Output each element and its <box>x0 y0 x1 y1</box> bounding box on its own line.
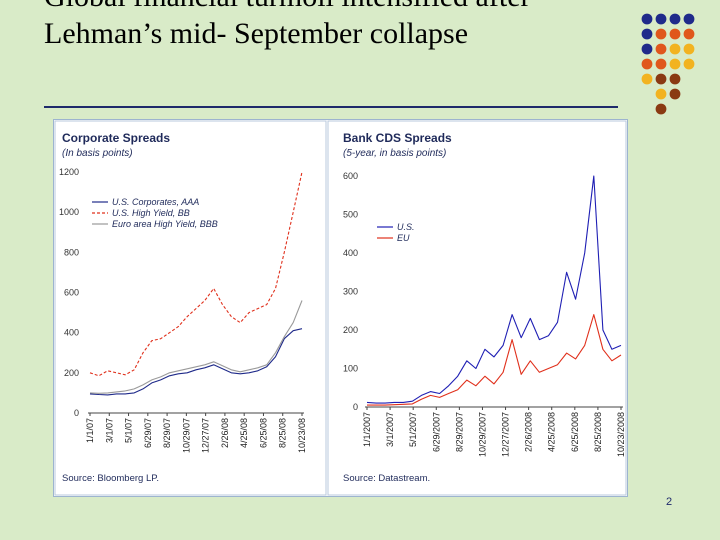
y-tick-label: 600 <box>343 171 358 181</box>
x-tick-label: 10/23/08 <box>297 418 307 453</box>
chart-title: Corporate Spreads <box>62 131 170 145</box>
chart-subtitle: (5-year, in basis points) <box>343 148 446 159</box>
series-line <box>367 314 622 406</box>
x-tick-label: 3/1/2007 <box>385 412 395 447</box>
x-tick-label: 8/25/08 <box>278 418 288 448</box>
chart-border <box>54 120 327 496</box>
x-tick-label: 5/1/2007 <box>408 412 418 447</box>
chart-title: Bank CDS Spreads <box>343 131 452 145</box>
decorative-dot <box>669 28 681 40</box>
decorative-dot <box>683 43 695 55</box>
decorative-dot <box>641 13 653 25</box>
page-number: 2 <box>666 496 673 508</box>
decorative-dot <box>669 13 681 25</box>
series-line <box>89 171 303 377</box>
decorative-dot <box>641 43 653 55</box>
legend-label: EU <box>397 233 410 243</box>
x-tick-label: 12/27/07 <box>201 418 211 453</box>
y-tick-label: 600 <box>64 288 79 298</box>
x-tick-label: 5/1/07 <box>124 418 134 443</box>
x-tick-label: 2/26/2008 <box>524 412 534 452</box>
x-tick-label: 2/26/08 <box>220 418 230 448</box>
slide-title: Global financial turmoil intensified aft… <box>44 0 531 50</box>
x-tick-label: 8/29/2007 <box>454 412 464 452</box>
decorative-dot <box>669 73 681 85</box>
x-tick-label: 1/1/07 <box>85 418 95 443</box>
title-underline <box>44 106 618 108</box>
decorative-dot <box>641 73 653 85</box>
decorative-dot <box>655 103 667 115</box>
decorative-dot <box>655 88 667 100</box>
chart-subtitle: (In basis points) <box>62 148 133 159</box>
x-tick-label: 10/29/07 <box>181 418 191 453</box>
decorative-dot <box>669 58 681 70</box>
y-tick-label: 200 <box>64 368 79 378</box>
chart-border <box>327 120 627 496</box>
series-line <box>89 328 303 396</box>
x-tick-label: 1/1/2007 <box>362 412 372 447</box>
decorative-dot <box>683 28 695 40</box>
legend-label: U.S. High Yield, BB <box>112 208 190 218</box>
y-tick-label: 100 <box>343 364 358 374</box>
decorative-dot <box>655 13 667 25</box>
decorative-dot <box>641 28 653 40</box>
y-tick-label: 800 <box>64 247 79 257</box>
decorative-dot <box>669 43 681 55</box>
decorative-dot <box>655 58 667 70</box>
x-tick-label: 8/29/07 <box>162 418 172 448</box>
decorative-dot <box>683 58 695 70</box>
decorative-dot <box>669 88 681 100</box>
legend-label: U.S. Corporates, AAA <box>112 197 199 207</box>
series-line <box>89 300 303 394</box>
decorative-dot-grid <box>641 13 695 115</box>
decorative-dot <box>683 13 695 25</box>
decorative-dot <box>655 73 667 85</box>
legend-label: Euro area High Yield, BBB <box>112 219 218 229</box>
x-tick-label: 8/25/2008 <box>593 412 603 452</box>
x-tick-label: 4/25/08 <box>239 418 249 448</box>
y-tick-label: 1200 <box>59 167 79 177</box>
y-tick-label: 300 <box>343 287 358 297</box>
x-tick-label: 6/25/2008 <box>570 412 580 452</box>
x-tick-label: 10/29/2007 <box>477 412 487 457</box>
x-tick-label: 6/25/08 <box>258 418 268 448</box>
x-tick-label: 10/23/2008 <box>616 412 626 457</box>
chart-source: Source: Datastream. <box>343 473 430 484</box>
y-tick-label: 0 <box>74 408 79 418</box>
y-tick-label: 1000 <box>59 207 79 217</box>
y-tick-label: 400 <box>64 328 79 338</box>
decorative-dot <box>655 43 667 55</box>
series-line <box>366 175 622 404</box>
x-tick-label: 4/25/2008 <box>547 412 557 452</box>
x-tick-label: 3/1/07 <box>104 418 114 443</box>
y-tick-label: 400 <box>343 248 358 258</box>
legend-label: U.S. <box>397 222 415 232</box>
y-tick-label: 0 <box>353 402 358 412</box>
bank-cds-spreads-chart: Bank CDS Spreads (5-year, in basis points… <box>327 120 627 496</box>
x-tick-label: 12/27/2007 <box>501 412 511 457</box>
x-tick-label: 6/29/07 <box>143 418 153 448</box>
chart-source: Source: Bloomberg LP. <box>62 473 159 484</box>
decorative-dot <box>641 58 653 70</box>
y-tick-label: 200 <box>343 325 358 335</box>
corporate-spreads-chart: Corporate Spreads (In basis points) 0 200 40… <box>54 120 327 496</box>
x-tick-label: 6/29/2007 <box>431 412 441 452</box>
charts-panel: Corporate Spreads (In basis points) 0 200 40… <box>53 119 628 497</box>
decorative-dot <box>655 28 667 40</box>
y-tick-label: 500 <box>343 210 358 220</box>
